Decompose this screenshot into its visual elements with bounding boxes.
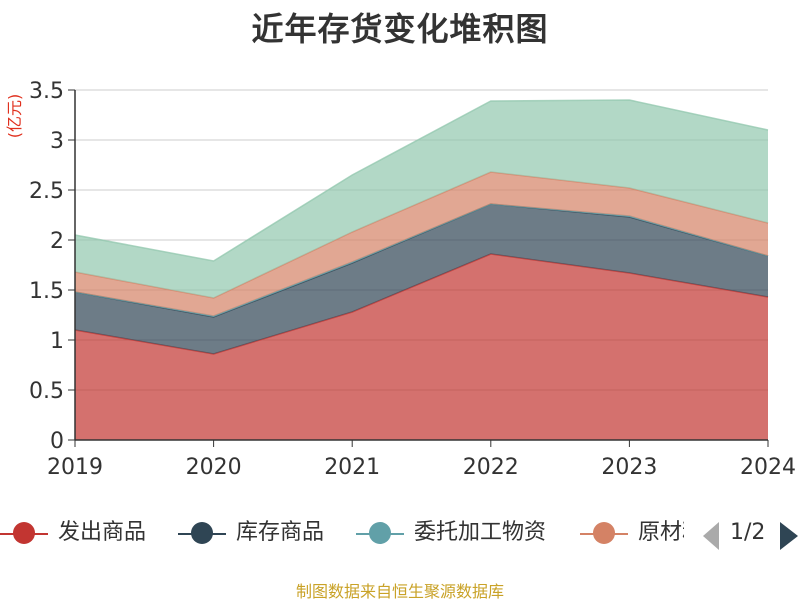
legend-marker-0 bbox=[13, 522, 35, 544]
legend-label-3: 原材料 bbox=[638, 520, 684, 545]
legend-label-1: 库存商品 bbox=[236, 520, 325, 545]
y-tick-label-5: 2.5 bbox=[29, 179, 64, 204]
x-tick-label-2: 2021 bbox=[324, 455, 380, 480]
y-tick-label-3: 1.5 bbox=[29, 279, 64, 304]
y-tick-label-1: 0.5 bbox=[29, 379, 64, 404]
legend-marker-1 bbox=[191, 522, 213, 544]
area-series-1 bbox=[75, 204, 768, 354]
area-series-3 bbox=[75, 172, 768, 316]
legend-marker-3 bbox=[593, 522, 615, 544]
x-tick-label-0: 2019 bbox=[47, 455, 103, 480]
legend: 发出商品 库存商品 委托加工物资 原材料 1/2 bbox=[0, 512, 800, 556]
y-axis-unit: (亿元) bbox=[5, 94, 24, 139]
area-series-0 bbox=[75, 254, 768, 440]
y-tick-label-0: 0 bbox=[50, 429, 64, 454]
chart-title: 近年存货变化堆积图 bbox=[251, 10, 549, 48]
legend-page-indicator: 1/2 bbox=[730, 520, 766, 545]
y-tick-label-4: 2 bbox=[50, 229, 64, 254]
line-series-4 bbox=[74, 99, 769, 262]
y-tick-label-2: 1 bbox=[50, 329, 64, 354]
legend-label-2: 委托加工物资 bbox=[414, 520, 547, 545]
x-tick-label-5: 2024 bbox=[740, 455, 796, 480]
area-series-4 bbox=[75, 100, 768, 298]
y-tick-label-7: 3.5 bbox=[29, 79, 64, 104]
legend-label-0: 发出商品 bbox=[58, 520, 147, 545]
legend-next-page-icon[interactable] bbox=[780, 522, 798, 550]
y-tick-label-6: 3 bbox=[50, 129, 64, 154]
data-source-note: 制图数据来自恒生聚源数据库 bbox=[295, 582, 504, 601]
x-tick-label-4: 2023 bbox=[601, 455, 657, 480]
legend-marker-2 bbox=[369, 522, 391, 544]
x-tick-label-3: 2022 bbox=[463, 455, 519, 480]
legend-prev-page-icon[interactable] bbox=[703, 522, 719, 550]
legend-items-viewport: 发出商品 库存商品 委托加工物资 原材料 bbox=[0, 512, 684, 556]
x-tick-label-1: 2020 bbox=[186, 455, 242, 480]
